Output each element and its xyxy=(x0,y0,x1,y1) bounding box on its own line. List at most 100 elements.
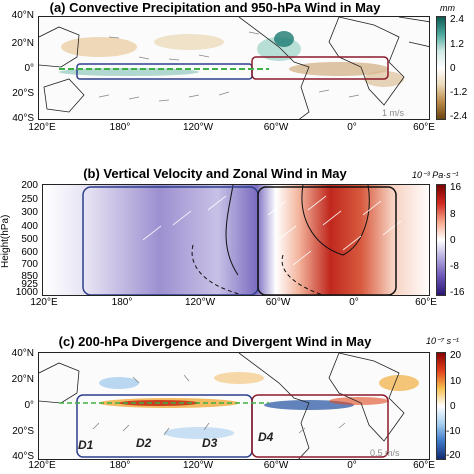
panel-b-plot xyxy=(43,185,429,295)
panel-c-vector-scale: 0.5 m/s xyxy=(370,448,400,458)
panel-c: (c) 200-hPa Divergence and Divergent Win… xyxy=(0,314,474,474)
panel-c-ytick: 40°N xyxy=(11,348,34,359)
panel-a-ytick: 20°S xyxy=(12,88,34,99)
panel-b-plot-area xyxy=(42,184,430,296)
contour-solid xyxy=(225,185,239,276)
contour-dashed xyxy=(191,244,244,295)
precip-patch xyxy=(289,62,389,76)
coastline xyxy=(39,362,80,404)
panel-b-colorbar-unit: 10⁻³ Pa·s⁻¹ xyxy=(412,170,459,180)
panel-b-xtick: 120°W xyxy=(184,297,216,308)
panel-b-ytick: 250 xyxy=(21,194,38,205)
panel-c-xtick: 120°W xyxy=(182,460,214,471)
panel-c-colorbar-unit: 10⁻⁷ s⁻¹ xyxy=(426,336,459,346)
panel-b-ytick: 400 xyxy=(21,221,38,232)
panel-c-xtick: 120°E xyxy=(28,460,56,471)
divergence-patch xyxy=(214,372,264,384)
panel-c-plot xyxy=(39,353,419,459)
panel-b-ytick: 925 xyxy=(21,279,38,290)
panel-a-colorbar xyxy=(436,16,446,120)
region-label-d1: D1 xyxy=(78,438,94,452)
panel-c-colorbar xyxy=(436,352,446,460)
panel-c-ytick: 40°S xyxy=(12,451,34,462)
panel-b-xtick: 180° xyxy=(111,297,133,308)
region-label-d4: D4 xyxy=(258,430,274,444)
panel-b-xtick: 60°W xyxy=(265,297,291,308)
panel-b-ytick: 200 xyxy=(21,180,38,191)
panel-a-title: (a) Convective Precipitation and 950-hPa… xyxy=(49,0,381,15)
panel-c-ytick: 20°N xyxy=(11,374,34,385)
coastline xyxy=(238,17,310,119)
precip-patch xyxy=(154,34,224,50)
panel-b-ytick: 500 xyxy=(21,234,38,245)
divergent-wind-vectors xyxy=(92,374,346,436)
panel-c-title: (c) 200-hPa Divergence and Divergent Win… xyxy=(58,334,372,349)
panel-a-xtick: 0° xyxy=(347,122,357,133)
panel-b-colorbar-tick: 16 xyxy=(450,182,462,193)
panel-a-ytick: 40°S xyxy=(12,113,34,124)
wind-vectors xyxy=(98,31,360,102)
panel-a-xtick: 120°W xyxy=(182,122,214,133)
panel-c-colorbar-tick: 20 xyxy=(450,350,462,361)
precip-patch xyxy=(61,37,137,57)
contour-solid xyxy=(301,185,370,256)
panel-b-colorbar xyxy=(436,184,446,296)
panel-c-map xyxy=(38,352,430,460)
region-label-d3: D3 xyxy=(202,436,218,450)
panel-b-title: (b) Vertical Velocity and Zonal Wind in … xyxy=(83,166,347,181)
region-box-red xyxy=(257,186,397,295)
panel-b-colorbar-tick: 8 xyxy=(450,209,456,220)
panel-c-colorbar-tick: 10 xyxy=(450,376,462,387)
panel-c-ytick: 20°S xyxy=(12,426,34,437)
precip-patch xyxy=(274,31,294,47)
panel-b-ytick: 600 xyxy=(21,247,38,258)
panel-c-colorbar-tick: 0 xyxy=(450,401,456,412)
coastline xyxy=(328,353,405,442)
panel-a-colorbar-unit: mm xyxy=(440,3,455,13)
panel-b-ytick: 1000 xyxy=(15,287,38,298)
divergence-patch xyxy=(329,397,389,405)
coastline xyxy=(398,17,429,47)
panel-a-vector-scale: 1 m/s xyxy=(382,108,405,118)
divergence-patch xyxy=(379,375,419,391)
velocity-field xyxy=(43,185,429,295)
panel-a-plot xyxy=(39,17,429,119)
panel-a-xtick: 120°E xyxy=(28,122,56,133)
coastline xyxy=(43,78,85,113)
panel-a-colorbar-tick: 2.4 xyxy=(450,14,464,25)
panel-a-ytick: 0° xyxy=(24,63,34,74)
divergence-patch xyxy=(99,377,139,389)
panel-b-ytick: 850 xyxy=(21,271,38,282)
region-label-d2: D2 xyxy=(136,436,152,450)
panel-c-xtick: 0° xyxy=(347,460,357,471)
panel-a-ytick: 20°N xyxy=(11,38,34,49)
panel-a-xtick: 60°E xyxy=(413,122,435,133)
panel-b-xtick: 60°E xyxy=(415,297,437,308)
panel-b-colorbar-tick: -8 xyxy=(450,261,459,272)
panel-b-xtick: 0° xyxy=(349,297,359,308)
region-box-red xyxy=(251,394,389,458)
contour-dashed xyxy=(281,254,324,295)
panel-c-colorbar-tick: -20 xyxy=(446,450,461,461)
panel-a: (a) Convective Precipitation and 950-hPa… xyxy=(0,0,474,150)
panel-b-colorbar-tick: 0 xyxy=(450,235,456,246)
coastline xyxy=(238,353,310,459)
panel-a-map xyxy=(38,16,430,120)
zonal-wind-vectors xyxy=(142,195,402,266)
panel-b-ytick: 300 xyxy=(21,207,38,218)
panel-a-ytick: 40°N xyxy=(11,10,34,21)
coastline xyxy=(39,26,80,68)
divergence-patch xyxy=(164,427,234,439)
panel-c-colorbar-tick: -10 xyxy=(446,426,461,437)
panel-b-ytick: 700 xyxy=(21,259,38,270)
panel-a-xtick: 60°W xyxy=(263,122,289,133)
panel-b-xtick: 120°E xyxy=(30,297,58,308)
panel-a-xtick: 180° xyxy=(109,122,131,133)
panel-b-colorbar-tick: -16 xyxy=(450,287,465,298)
panel-a-colorbar-tick: 1.2 xyxy=(450,39,464,50)
panel-a-colorbar-tick: -2.4 xyxy=(450,111,468,122)
panel-c-xtick: 60°W xyxy=(263,460,289,471)
panel-c-xtick: 180° xyxy=(109,460,131,471)
panel-c-xtick: 60°E xyxy=(413,460,435,471)
panel-a-colorbar-tick: -1.2 xyxy=(450,87,468,98)
